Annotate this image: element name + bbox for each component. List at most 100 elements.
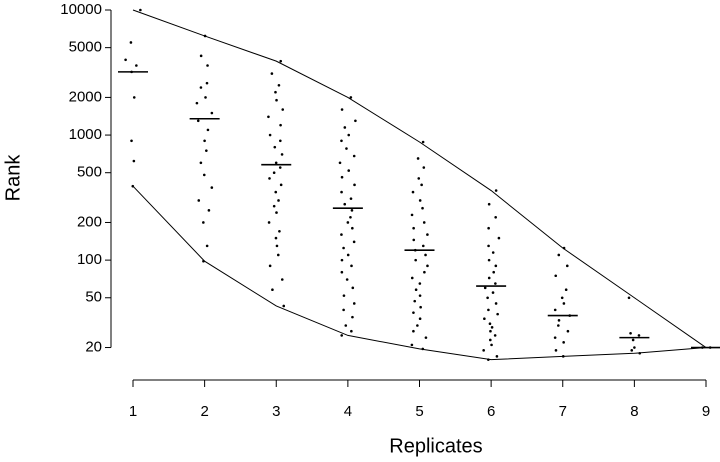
- dot: [274, 90, 277, 94]
- dot: [561, 355, 565, 358]
- dot: [346, 253, 350, 257]
- dot: [494, 282, 497, 285]
- dot: [132, 96, 136, 99]
- dot: [195, 101, 199, 105]
- dot: [487, 276, 491, 280]
- dot: [202, 259, 205, 263]
- y-tick-label: 500: [77, 164, 102, 181]
- dot: [344, 324, 348, 327]
- dot: [412, 226, 415, 230]
- dot: [557, 319, 561, 322]
- dot: [342, 246, 345, 250]
- dot: [487, 358, 490, 361]
- dot: [279, 183, 283, 187]
- dot: [490, 343, 493, 347]
- dot: [410, 343, 414, 347]
- dot: [418, 282, 422, 285]
- dot: [276, 253, 280, 257]
- dot: [345, 278, 349, 281]
- dot: [418, 294, 422, 297]
- dot: [273, 145, 277, 149]
- dot: [267, 115, 270, 119]
- dot: [272, 204, 276, 208]
- dot: [554, 274, 558, 278]
- dot: [206, 64, 209, 67]
- upper-line: [132, 9, 707, 348]
- dot: [202, 173, 206, 177]
- dot: [554, 349, 558, 352]
- x-axis-label: Replicates: [389, 435, 482, 457]
- dot: [271, 288, 274, 292]
- x-tick-label: 8: [630, 403, 638, 420]
- dot: [197, 199, 201, 202]
- dot: [205, 149, 208, 152]
- dot: [205, 244, 209, 248]
- dot: [274, 236, 278, 240]
- dot: [350, 329, 353, 333]
- dot: [268, 177, 271, 180]
- y-tick-label: 20: [85, 338, 102, 355]
- y-tick-label: 50: [85, 289, 102, 306]
- dot: [424, 336, 428, 339]
- dot: [270, 72, 274, 75]
- y-tick-label: 2000: [69, 88, 102, 105]
- dot: [494, 189, 498, 192]
- dot: [421, 140, 425, 144]
- dot: [416, 157, 420, 160]
- y-tick-label: 5000: [69, 39, 102, 56]
- dot: [203, 139, 206, 143]
- dot: [553, 308, 557, 312]
- dot: [272, 171, 276, 175]
- dot: [204, 96, 207, 99]
- dot: [340, 108, 344, 111]
- dot: [352, 240, 356, 244]
- dot: [422, 221, 426, 224]
- dot: [206, 128, 210, 132]
- dot: [350, 209, 354, 212]
- dot: [281, 108, 285, 111]
- dot: [347, 169, 351, 172]
- dot: [418, 317, 422, 321]
- dot: [349, 215, 352, 219]
- dot: [202, 221, 205, 224]
- dot: [557, 253, 561, 257]
- dot: [274, 161, 278, 165]
- dot: [412, 238, 416, 242]
- dot: [412, 329, 415, 333]
- dot: [352, 154, 356, 158]
- dot: [416, 324, 419, 327]
- x-tick-label: 1: [129, 403, 137, 420]
- dot: [487, 244, 490, 248]
- dot: [421, 347, 425, 351]
- x-tick-label: 2: [200, 403, 208, 420]
- dot: [210, 186, 214, 189]
- dot: [494, 302, 498, 305]
- dot: [489, 329, 492, 333]
- dot: [420, 183, 423, 187]
- dot: [275, 211, 278, 214]
- dot: [566, 329, 570, 333]
- dot: [130, 139, 133, 143]
- dot: [135, 64, 138, 67]
- dot: [199, 161, 203, 165]
- dot: [280, 278, 284, 281]
- dot: [277, 83, 281, 87]
- dot: [346, 221, 350, 224]
- dot: [482, 349, 485, 352]
- dot: [423, 270, 426, 274]
- dot: [414, 258, 417, 262]
- dot: [421, 244, 425, 248]
- dot: [487, 202, 491, 206]
- dot: [351, 315, 354, 319]
- dot: [631, 338, 635, 342]
- dot: [342, 294, 346, 297]
- dot: [421, 206, 424, 210]
- dot: [340, 233, 343, 236]
- y-axis-label: Rank: [2, 154, 24, 202]
- dot: [553, 336, 557, 339]
- dot: [340, 190, 343, 194]
- dot: [199, 86, 203, 89]
- dot: [411, 190, 415, 194]
- dot: [279, 139, 282, 143]
